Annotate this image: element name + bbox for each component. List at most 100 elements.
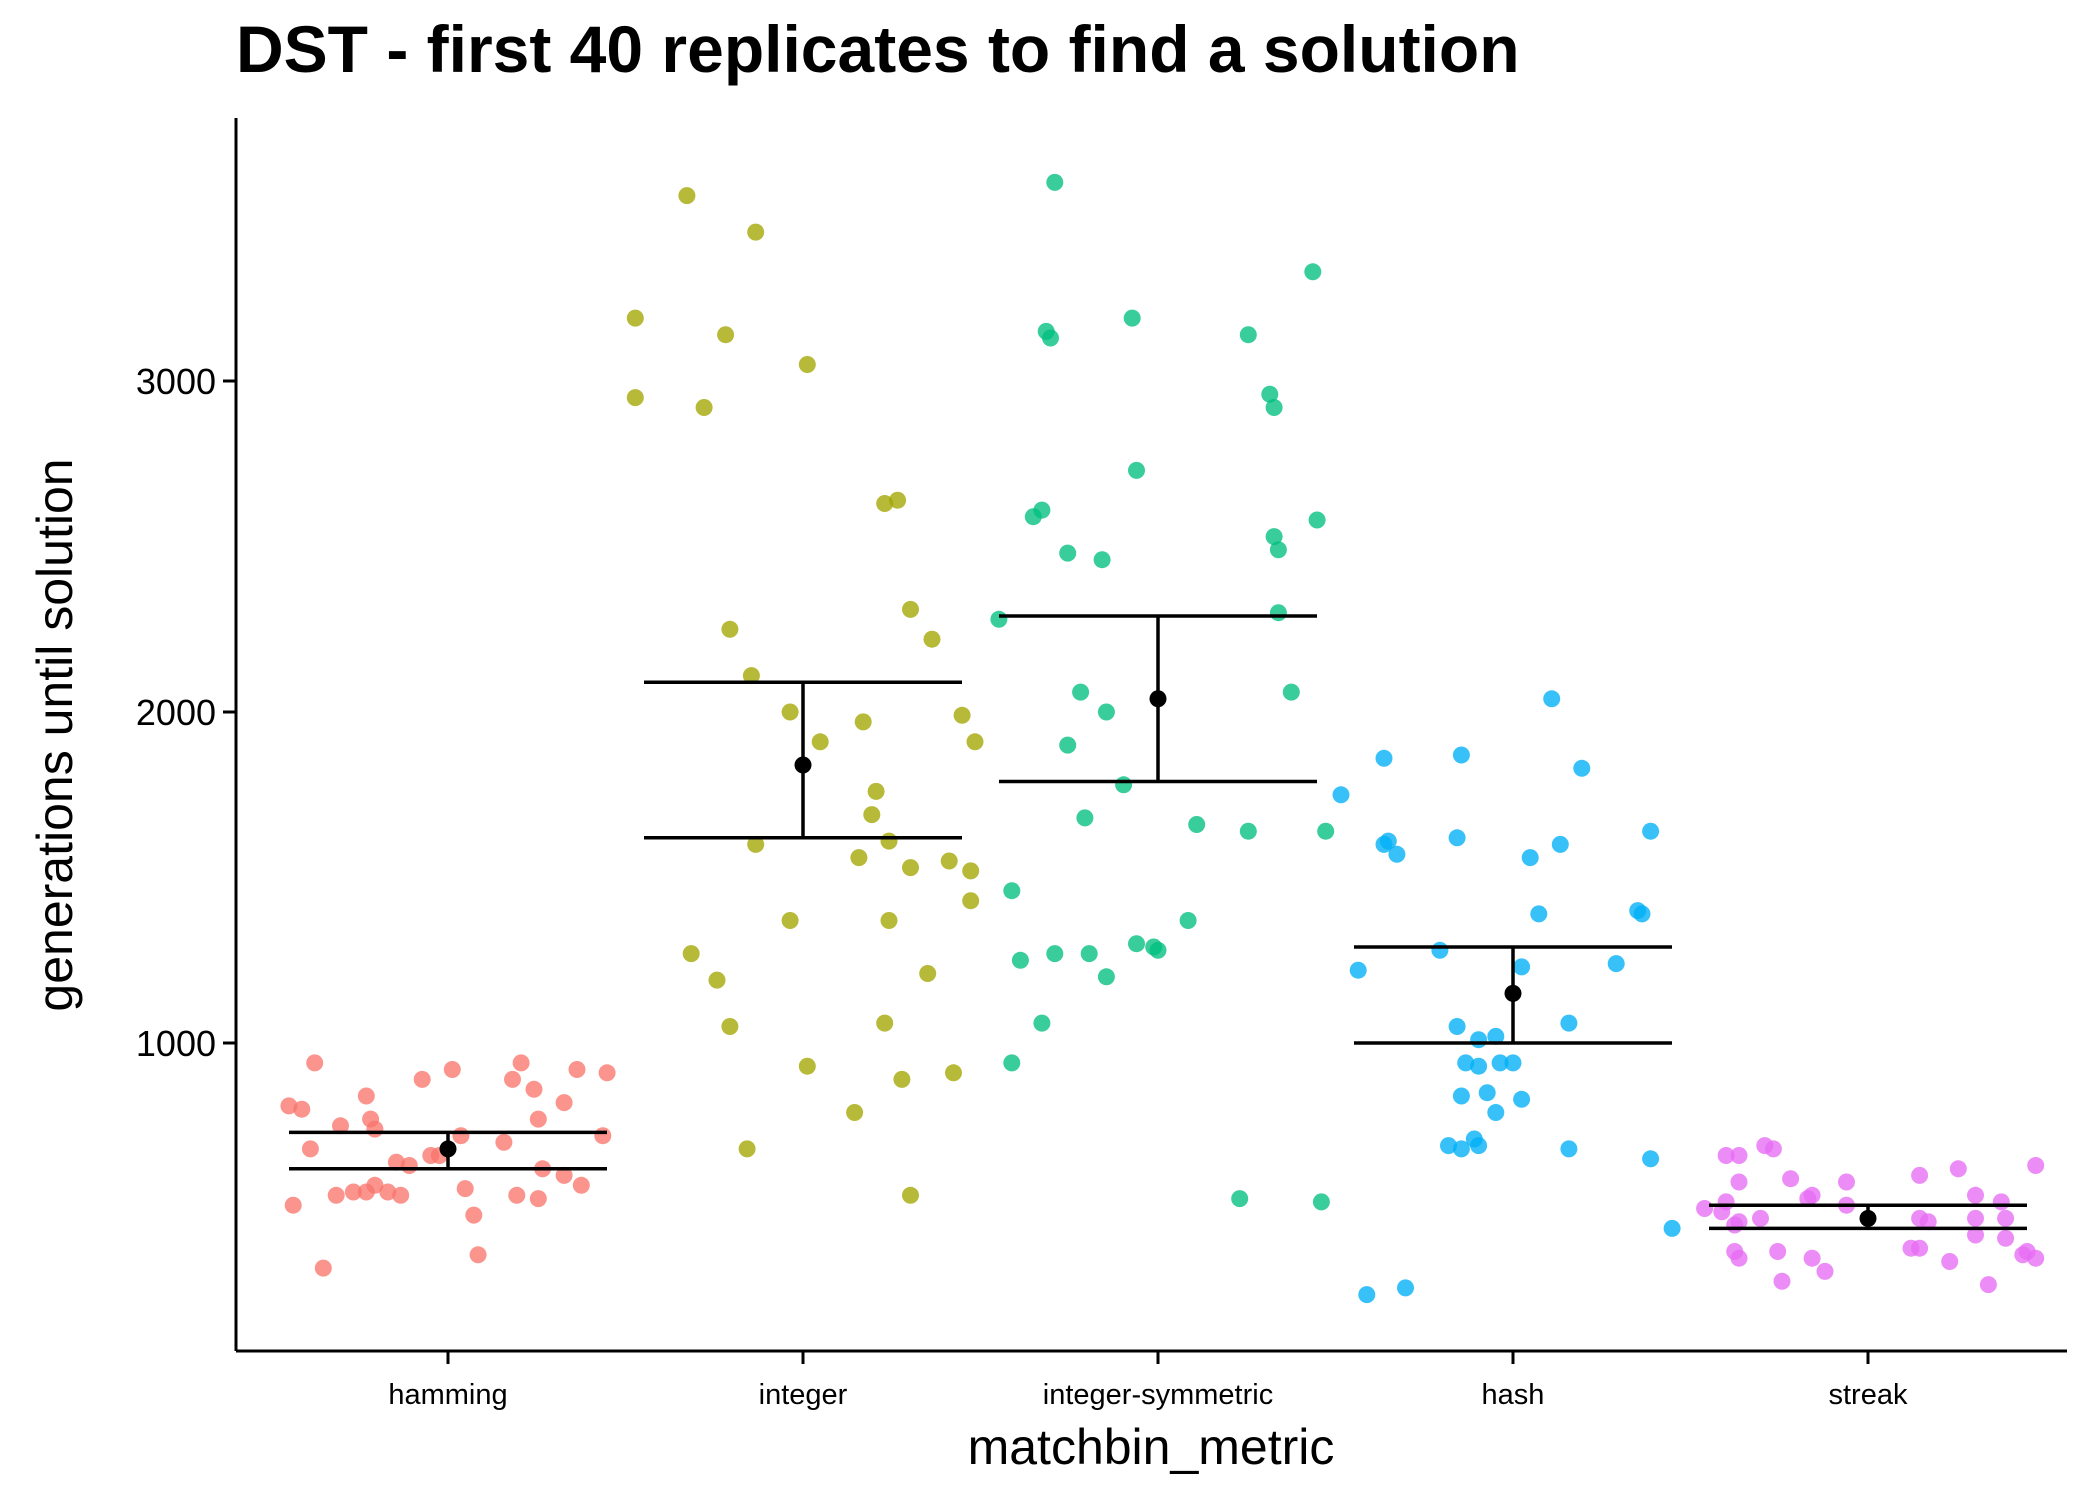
data-point <box>1997 1229 2015 1247</box>
data-point <box>1560 1140 1578 1158</box>
data-point <box>1491 1054 1509 1072</box>
data-point <box>1003 882 1021 900</box>
data-point <box>721 620 739 638</box>
data-point <box>293 1100 311 1118</box>
data-point <box>682 945 700 963</box>
data-point <box>846 1104 864 1121</box>
data-point <box>1011 951 1029 969</box>
data-point <box>798 356 816 373</box>
data-point <box>1349 961 1367 979</box>
series-integer-symmetric <box>990 173 1335 1211</box>
data-point <box>1726 1216 1744 1234</box>
data-point <box>1149 941 1167 959</box>
error-bar-streak <box>1709 1203 2027 1231</box>
data-point <box>1530 905 1548 923</box>
data-point <box>945 1064 962 1082</box>
data-point <box>1642 1150 1660 1168</box>
data-point <box>1308 511 1326 529</box>
data-point <box>555 1166 573 1184</box>
data-point <box>572 1176 590 1194</box>
data-point <box>1782 1170 1800 1188</box>
data-point <box>1431 941 1449 959</box>
data-point <box>1037 322 1055 340</box>
data-point <box>301 1140 319 1158</box>
data-point <box>1663 1219 1681 1237</box>
data-point <box>717 326 735 344</box>
data-point <box>695 399 713 416</box>
data-point <box>1997 1209 2015 1227</box>
data-point <box>2014 1246 2032 1264</box>
data-point <box>1072 683 1090 701</box>
data-point <box>512 1054 530 1072</box>
x-tick-label: integer-symmetric <box>1043 1379 1273 1411</box>
mean-point <box>439 1140 457 1158</box>
data-point <box>1717 1147 1735 1164</box>
data-point <box>1375 835 1393 853</box>
data-point <box>1269 541 1287 559</box>
data-point <box>456 1180 474 1198</box>
data-point <box>1470 1031 1488 1049</box>
data-point <box>284 1196 302 1214</box>
data-point <box>1949 1160 1967 1178</box>
data-point <box>1128 935 1145 953</box>
data-point <box>2027 1249 2045 1267</box>
data-point <box>465 1206 483 1224</box>
data-point <box>1967 1226 1984 1244</box>
data-point <box>1076 809 1094 827</box>
summary-layer <box>289 614 2027 1231</box>
data-point <box>1188 816 1206 833</box>
data-point <box>1752 1209 1769 1227</box>
x-tick-label: hamming <box>388 1379 507 1411</box>
data-point <box>1487 1027 1505 1045</box>
data-point <box>1239 822 1257 840</box>
data-point <box>1440 1137 1457 1155</box>
data-point <box>1059 544 1077 562</box>
data-point <box>747 835 765 853</box>
data-point <box>1607 955 1625 973</box>
data-point <box>1769 1243 1787 1260</box>
data-point <box>452 1127 470 1145</box>
data-point <box>880 832 898 850</box>
data-point <box>1269 604 1287 622</box>
data-point <box>344 1183 362 1201</box>
data-point <box>280 1097 298 1115</box>
data-point <box>990 610 1008 628</box>
data-point <box>366 1176 384 1194</box>
y-tick-label: 2000 <box>136 692 216 733</box>
data-point <box>1513 958 1531 976</box>
data-point <box>876 1014 894 1032</box>
x-tick-label: integer <box>759 1379 848 1411</box>
data-point <box>1521 849 1539 867</box>
data-point <box>529 1190 547 1208</box>
series-hamming <box>280 1054 616 1277</box>
data-point <box>366 1120 384 1138</box>
data-point <box>594 1127 612 1145</box>
data-point <box>1097 703 1115 721</box>
y-tick-label: 1000 <box>136 1023 216 1064</box>
data-point <box>781 703 799 721</box>
data-point <box>962 892 980 910</box>
data-point <box>1282 683 1300 701</box>
data-point <box>940 852 958 870</box>
x-tick-label: streak <box>1829 1379 1908 1411</box>
data-point <box>880 912 898 929</box>
data-point <box>1388 845 1406 863</box>
data-point <box>742 667 760 685</box>
mean-point <box>1149 690 1167 708</box>
points-layer <box>280 173 2045 1304</box>
data-point <box>1816 1262 1834 1280</box>
y-axis-label: generations until solution <box>27 458 83 1011</box>
data-point <box>919 965 937 982</box>
data-point <box>1730 1173 1748 1191</box>
data-point <box>1478 1084 1496 1102</box>
data-point <box>1261 385 1279 403</box>
data-point <box>1979 1276 1997 1294</box>
data-point <box>902 1186 919 1204</box>
data-point <box>1543 690 1561 708</box>
data-point <box>1452 1087 1470 1105</box>
data-point <box>1573 759 1591 777</box>
data-point <box>811 733 829 751</box>
data-point <box>1773 1272 1791 1290</box>
data-point <box>1312 1193 1330 1211</box>
data-point <box>1911 1239 1929 1257</box>
